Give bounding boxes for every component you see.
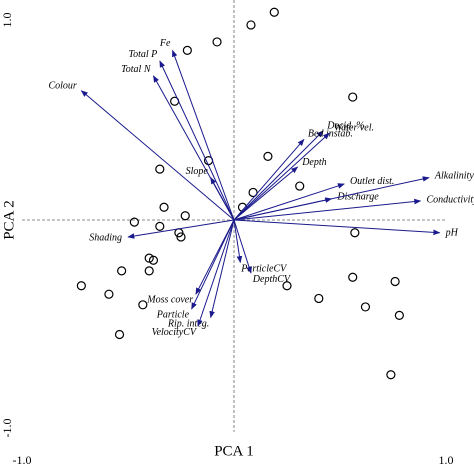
point (212, 37, 222, 47)
vector-label: VelocityCV (152, 327, 198, 338)
vector-arrow (233, 219, 252, 274)
vector-arrow (191, 219, 235, 310)
vector-label: Depth (301, 157, 326, 168)
vector-arrow (233, 198, 422, 221)
vector-arrow (233, 183, 345, 221)
point (176, 232, 186, 242)
vector-arrow (233, 130, 324, 221)
point (155, 164, 165, 174)
vector-label: pH (445, 227, 459, 238)
vector-label: Decid. % (326, 120, 364, 131)
point (360, 302, 371, 312)
vector-arrow (197, 219, 235, 327)
vector-label: Total N (121, 64, 152, 75)
x-tick-label: 1.0 (439, 453, 454, 467)
vector-arrow (233, 132, 330, 221)
point (104, 289, 114, 299)
vector-arrow (172, 49, 235, 221)
vector-label: Moss cover (146, 295, 193, 306)
vector-arrow (80, 90, 235, 221)
x-tick-label: -1.0 (13, 453, 32, 467)
vector-label: Discharge (336, 192, 379, 203)
point (394, 310, 404, 320)
vector-label: Outlet dist. (350, 176, 394, 187)
vector-arrow (210, 176, 235, 221)
point (282, 281, 292, 291)
vector-arrow (233, 166, 299, 221)
vector-label: Particle (156, 310, 190, 321)
point (155, 221, 165, 231)
point (246, 20, 256, 30)
point (386, 370, 396, 380)
vector-label: DepthCV (252, 274, 292, 285)
y-tick-label: -1.0 (0, 419, 14, 438)
vector-arrow (127, 219, 235, 239)
point (129, 217, 139, 227)
point (263, 151, 273, 161)
y-tick-label: 1.0 (0, 13, 14, 28)
vector-arrow (233, 219, 243, 264)
point (182, 45, 192, 56)
point (114, 329, 125, 340)
point (350, 228, 360, 238)
vector-label: Water vel. (334, 123, 374, 134)
vector-label: Bed instab. (308, 128, 353, 139)
vector-arrow (209, 219, 235, 319)
x-axis-label: PCA 1 (214, 443, 254, 459)
vector-arrow (233, 138, 305, 221)
vector-label: Rip. integ. (167, 319, 209, 330)
point (390, 276, 400, 287)
point (295, 181, 305, 191)
point (138, 300, 148, 310)
point (144, 253, 154, 263)
point (117, 266, 127, 276)
point (269, 7, 279, 17)
vector-label: Shading (89, 232, 122, 243)
vector-label: ParticleCV (240, 264, 288, 275)
point (314, 293, 324, 304)
point (76, 281, 86, 291)
vector-label: Total P (128, 49, 157, 60)
vector-label: Alkalinity (434, 170, 474, 181)
point (180, 211, 190, 221)
y-axis-label: PCA 2 (1, 200, 17, 240)
point (348, 92, 358, 102)
point (148, 255, 159, 265)
vector-label: Fe (159, 38, 171, 49)
vector-arrow (159, 60, 235, 221)
vector-arrow (233, 176, 430, 221)
vector-label: Colour (48, 80, 76, 91)
point (348, 272, 358, 282)
vector-label: Slope (186, 166, 209, 177)
vector-label: Conductivity (427, 195, 474, 206)
point (144, 266, 154, 276)
vector-arrow (233, 219, 441, 236)
point (159, 202, 169, 212)
point (248, 187, 258, 198)
